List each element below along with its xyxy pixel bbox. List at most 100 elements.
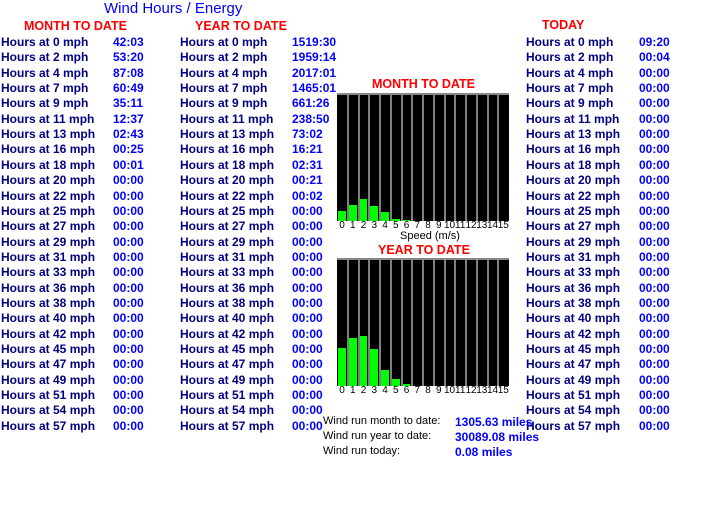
bar-separator — [443, 95, 446, 221]
year-row-value: 00:00 — [292, 418, 323, 433]
bar-speed-2 — [359, 198, 368, 221]
bar-speed-2 — [359, 336, 368, 386]
today-row-value: 00:00 — [639, 96, 670, 111]
year-row-label: Hours at 7 mph — [180, 81, 268, 96]
bar-separator — [411, 260, 414, 386]
year-row-label: Hours at 42 mph — [180, 326, 275, 341]
x-tick-label: 2 — [360, 220, 367, 231]
month-row-value: 60:49 — [113, 81, 144, 96]
bar-separator — [422, 260, 424, 386]
x-tick-label: 5 — [392, 385, 399, 396]
bar-separator — [454, 260, 457, 386]
today-row-value: 00:00 — [639, 342, 670, 356]
today-row-value: 00:00 — [639, 403, 670, 418]
today-row-value: 00:04 — [639, 50, 670, 65]
bar-separator — [357, 95, 360, 221]
year-row-value: 00:02 — [292, 188, 323, 203]
year-row-value: 238:50 — [292, 111, 330, 126]
wind-run-label: Wind run today: — [323, 445, 401, 457]
month-row-label: Hours at 20 mph — [1, 173, 96, 188]
bar-speed-0 — [338, 347, 346, 386]
year-row-label: Hours at 16 mph — [180, 142, 275, 157]
today-row-value: 00:00 — [639, 203, 670, 218]
month-row-label: Hours at 22 mph — [1, 188, 96, 203]
x-tick-label: 13 — [476, 220, 488, 231]
month-row-value: 12:37 — [113, 111, 144, 126]
month-row-value: 00:00 — [113, 418, 144, 433]
today-row-label: Hours at 4 mph — [526, 65, 614, 80]
year-row-value: 00:00 — [292, 357, 323, 372]
month-chart — [337, 93, 509, 221]
year-row-label: Hours at 31 mph — [180, 249, 275, 264]
x-tick-label: 7 — [414, 220, 421, 231]
bar-separator — [497, 260, 500, 386]
x-tick-label: 10 — [443, 220, 456, 231]
month-row-label: Hours at 54 mph — [1, 403, 96, 418]
year-row-value: 00:00 — [292, 265, 323, 280]
bar-separator — [486, 95, 489, 221]
page-title: Wind Hours / Energy — [104, 0, 243, 17]
bar-separator — [400, 95, 403, 221]
today-row-value: 00:00 — [639, 311, 670, 326]
today-row-label: Hours at 38 mph — [526, 295, 621, 310]
month-row-value: 00:00 — [113, 249, 144, 264]
month-row-label: Hours at 42 mph — [1, 326, 96, 341]
bar-separator — [497, 95, 500, 221]
month-row-value: 53:20 — [113, 50, 144, 65]
year-chart-title: YEAR TO DATE — [378, 243, 470, 257]
year-row-label: Hours at 38 mph — [180, 295, 275, 310]
year-row-value: 00:00 — [292, 295, 323, 310]
bar-separator — [475, 260, 478, 386]
x-tick-label: 11 — [455, 220, 466, 231]
year-row-value: 00:00 — [292, 203, 323, 218]
bar-speed-6 — [402, 220, 411, 221]
today-row-label: Hours at 45 mph — [526, 342, 621, 356]
x-tick-label: 9 — [435, 385, 442, 396]
year-chart — [337, 258, 509, 386]
month-row-value: 00:00 — [113, 295, 144, 310]
bar-separator — [368, 95, 371, 221]
x-tick-label: 9 — [435, 220, 442, 231]
month-row-label: Hours at 51 mph — [1, 388, 96, 403]
year-header: YEAR TO DATE — [195, 19, 287, 33]
bar-separator — [411, 95, 414, 221]
today-header: TODAY — [542, 18, 585, 32]
year-row-label: Hours at 47 mph — [180, 357, 275, 372]
month-chart-title: MONTH TO DATE — [372, 77, 476, 91]
bar-separator — [346, 95, 349, 221]
month-row-value: 00:00 — [113, 173, 144, 188]
year-row-value: 73:02 — [292, 127, 323, 142]
today-row-value: 00:00 — [639, 280, 670, 295]
today-row-value: 00:00 — [639, 234, 670, 249]
x-tick-label: 3 — [371, 385, 378, 396]
bar-speed-4 — [381, 212, 389, 221]
month-row-value: 87:08 — [113, 65, 144, 80]
year-row-value: 00:00 — [292, 219, 323, 234]
x-tick-label: 15 — [497, 220, 509, 231]
x-tick-label: 2 — [360, 385, 367, 396]
today-row-value: 00:00 — [639, 249, 670, 264]
year-row-value: 00:00 — [292, 342, 323, 356]
bar-separator — [486, 260, 489, 386]
x-tick-label: 7 — [414, 385, 421, 396]
year-row-label: Hours at 4 mph — [180, 65, 268, 80]
year-row-label: Hours at 20 mph — [180, 173, 275, 188]
year-row-value: 2017:01 — [292, 65, 337, 80]
year-row-label: Hours at 9 mph — [180, 96, 268, 111]
bar-separator — [389, 260, 392, 386]
today-row-value: 00:00 — [639, 157, 670, 172]
today-row-label: Hours at 47 mph — [526, 357, 621, 372]
today-row-label: Hours at 51 mph — [526, 388, 621, 403]
year-row-value: 1959:14 — [292, 50, 337, 65]
bar-separator — [379, 95, 381, 221]
month-row-value: 00:00 — [113, 265, 144, 280]
month-row-label: Hours at 36 mph — [1, 280, 96, 295]
year-row-value: 1519:30 — [292, 35, 337, 49]
bar-speed-4 — [381, 369, 389, 386]
today-row-value: 00:00 — [639, 418, 670, 433]
year-row-label: Hours at 2 mph — [180, 50, 268, 65]
month-row-value: 00:00 — [113, 219, 144, 234]
today-row-label: Hours at 18 mph — [526, 157, 621, 172]
month-row-label: Hours at 29 mph — [1, 234, 96, 249]
month-row-label: Hours at 25 mph — [1, 203, 96, 218]
